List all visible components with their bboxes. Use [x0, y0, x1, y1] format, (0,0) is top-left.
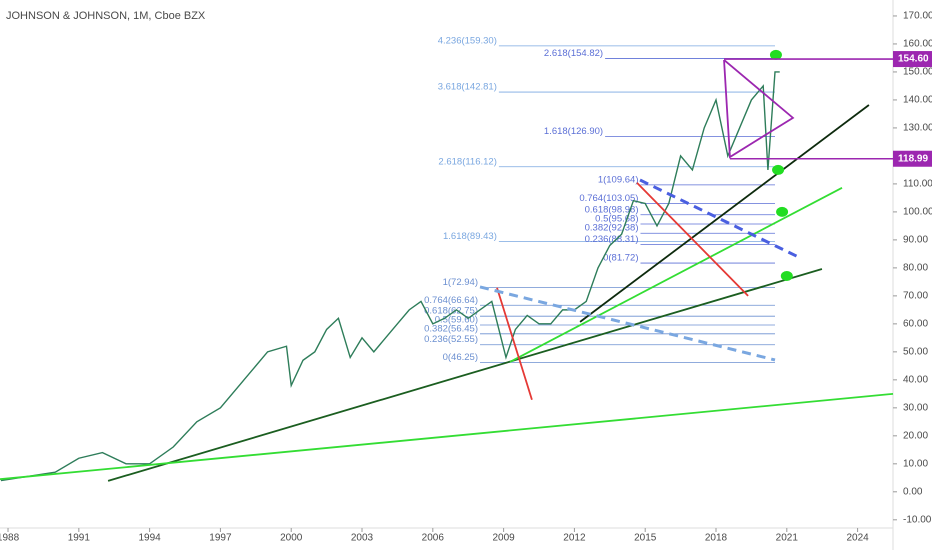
price-tag: [893, 51, 932, 68]
price-tag: [893, 150, 932, 167]
y-tick-label: 50.00: [903, 346, 928, 357]
y-tick-label: 20.00: [903, 430, 928, 441]
y-tick-label: 170.00: [903, 11, 932, 22]
fib-label: 0.618(62.75): [424, 306, 478, 317]
marker-dot: [772, 164, 785, 175]
y-tick-label: 130.00: [903, 123, 932, 134]
marker-dot: [769, 49, 782, 60]
trendline: [636, 182, 749, 297]
y-tick-label: 110.00: [903, 179, 932, 190]
fib-label: 0.764(66.64): [424, 295, 478, 306]
x-tick-label: 2009: [492, 533, 515, 544]
x-tick-label: 1997: [209, 533, 232, 544]
fib-label: 0.382(56.45): [424, 323, 478, 334]
fib-label: 0.236(52.55): [424, 334, 478, 345]
fib-label: 1.618(89.43): [443, 231, 497, 242]
y-tick-label: 0.00: [903, 486, 923, 497]
trendline: [107, 268, 823, 482]
fib-label: 0(81.72): [603, 253, 638, 264]
x-tick-label: 2018: [705, 533, 728, 544]
y-tick-label: 60.00: [903, 319, 928, 330]
trendline: [496, 287, 533, 400]
price-tag-label: 118.99: [898, 153, 928, 164]
fib-label: 0.618(98.98): [585, 204, 639, 215]
trendline: [579, 104, 870, 323]
x-tick-label: 2024: [846, 533, 869, 544]
fib-label: 0.5(95.68): [595, 214, 638, 225]
y-tick-label: 150.00: [903, 67, 932, 78]
y-tick-label: 100.00: [903, 207, 932, 218]
fib-label: 1(109.64): [598, 174, 639, 185]
x-tick-label: 2021: [776, 533, 799, 544]
y-tick-label: 80.00: [903, 263, 928, 274]
y-tick-label: 140.00: [903, 95, 932, 106]
fib-label: 0.764(103.05): [579, 193, 638, 204]
marker-dot: [776, 206, 789, 217]
fib-label: 1(72.94): [443, 277, 478, 288]
x-tick-label: 2015: [634, 533, 657, 544]
fib-label: 0.5(59.60): [435, 314, 478, 325]
trendline: [0, 392, 894, 481]
fib-label: 0.236(88.31): [585, 234, 639, 245]
y-tick-label: 10.00: [903, 458, 928, 469]
y-tick-label: 40.00: [903, 374, 928, 385]
fib-label: 2.618(154.82): [544, 48, 603, 59]
trendline: [509, 187, 843, 363]
x-tick-label: 2006: [422, 533, 445, 544]
fib-label: 0(46.25): [443, 352, 478, 363]
fib-label: 3.618(142.81): [438, 82, 497, 93]
y-tick-label: 90.00: [903, 235, 928, 246]
x-tick-label: 2012: [563, 533, 586, 544]
fib-label: 4.236(159.30): [438, 35, 497, 46]
chart-title: JOHNSON & JOHNSON, 1M, Cboe BZX: [6, 10, 206, 22]
x-tick-label: 1991: [68, 533, 91, 544]
fib-label: 1.618(126.90): [544, 126, 603, 137]
y-tick-label: -10.00: [903, 514, 932, 525]
price-line: [0, 71, 780, 482]
y-tick-label: 70.00: [903, 291, 928, 302]
y-tick-label: 30.00: [903, 402, 928, 413]
x-tick-label: 2000: [280, 533, 303, 544]
marker-dot: [780, 270, 793, 281]
y-tick-label: 160.00: [903, 39, 932, 50]
fib-label: 2.618(116.12): [438, 156, 496, 167]
x-tick-label: 1988: [0, 533, 20, 544]
x-tick-label: 2003: [351, 533, 374, 544]
trendline: [723, 59, 795, 159]
trendline: [479, 285, 776, 362]
price-tag-label: 154.60: [898, 54, 929, 65]
fib-label: 0.382(92.38): [585, 223, 639, 234]
x-tick-label: 1994: [138, 533, 161, 544]
